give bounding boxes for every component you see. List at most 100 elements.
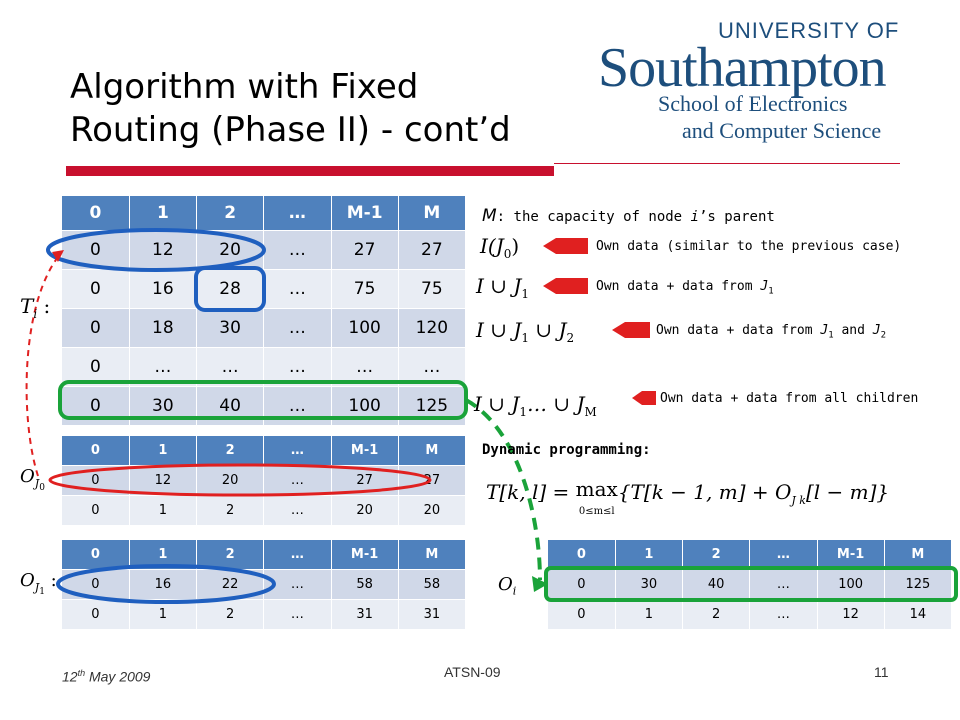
table-cell: 16: [129, 569, 198, 600]
header-cell: M: [398, 196, 467, 231]
table-cell: 27: [398, 230, 467, 270]
dp-subscript: J k: [791, 494, 806, 507]
ij0-text: I(J: [480, 234, 504, 258]
capacity-suffix: ’s parent: [698, 209, 775, 225]
header-cell: 2: [196, 196, 265, 231]
iuj1j2-expr: I ∪ J1 ∪ J2: [476, 318, 574, 345]
header-cell: 1: [615, 540, 684, 570]
red-arrowhead: [52, 250, 64, 262]
page-number: 11: [874, 664, 889, 680]
iuall-mid: … ∪ J: [527, 392, 585, 416]
green-box-last-row: [58, 380, 468, 420]
table-cell: 12: [817, 599, 885, 629]
header-cell: 0: [62, 540, 130, 570]
table-cell: 12: [129, 465, 198, 496]
ti-symbol: T: [20, 294, 34, 318]
header-cell: 2: [196, 540, 265, 570]
table-cell: 125: [884, 569, 953, 600]
table-cell: 0: [62, 269, 130, 309]
table-cell: 20: [196, 465, 265, 496]
title-underline-bar: [66, 166, 554, 176]
header-cell: M-1: [331, 196, 399, 231]
ti-label: Ti :: [20, 294, 50, 321]
oj0-label: OJ0: [20, 466, 45, 493]
table-header-row: 0 1 2 … M-1 M: [62, 436, 467, 466]
note-own-j1j2-sub1: 1: [828, 330, 834, 341]
table-cell: 0: [62, 230, 130, 270]
red-ellipse-oj0-row: [48, 463, 432, 497]
iuj1j2-sub1: 1: [521, 331, 530, 345]
table-cell: …: [263, 269, 332, 309]
table-row: 0 1 2 … 31 31: [62, 599, 467, 629]
dp-lhs: T[k, l] =: [486, 480, 576, 504]
header-cell: 1: [129, 196, 198, 231]
header-cell: 0: [62, 196, 130, 231]
note-own-j1j2-and: and: [833, 323, 873, 338]
dp-rhs: {T[k − 1, m] + O: [617, 480, 792, 504]
red-arrow-2: [543, 278, 588, 294]
table-cell: 120: [398, 308, 467, 348]
table-row: 0 16 28 … 75 75: [62, 269, 467, 309]
logo-line-3: School of Electronics: [658, 91, 848, 116]
table-cell: 0: [62, 308, 130, 348]
slide-title: Algorithm with Fixed Routing (Phase II) …: [70, 66, 590, 152]
table-cell: …: [749, 599, 818, 629]
red-dashed-arrow: [25, 251, 63, 477]
table-cell: 12: [129, 230, 198, 270]
note-own-j1j2-sym2: J: [872, 323, 881, 338]
iuj1-text: I ∪ J: [476, 274, 522, 298]
oj1-colon: :: [50, 570, 57, 591]
iuall-sub2: M: [584, 405, 597, 419]
table-cell: 20: [331, 495, 399, 525]
table-header-row: 0 1 2 … M-1 M: [548, 540, 953, 570]
note-own-j1j2-sub2: 2: [880, 330, 887, 341]
iuj1j2-mid: ∪ J: [529, 318, 567, 342]
university-logo: UNIVERSITY OF Southampton School of Elec…: [598, 18, 908, 148]
table-row: 0 1 2 … 12 14: [548, 599, 953, 629]
oj0-subscript: J: [34, 476, 40, 490]
note-own-j1j2: Own data + data from J1 and J2: [656, 323, 886, 341]
header-cell: …: [263, 436, 332, 466]
header-cell: M-1: [331, 540, 399, 570]
dp-max: max: [575, 477, 618, 501]
header-cell: M: [398, 436, 467, 466]
table-cell: 2: [196, 495, 265, 525]
table-cell: 2: [682, 599, 751, 629]
table-cell: 14: [884, 599, 953, 629]
table-cell: 0: [62, 495, 130, 525]
title-line-2: Routing (Phase II) - cont’d: [70, 110, 511, 150]
header-cell: M: [398, 540, 467, 570]
header-cell: …: [263, 540, 332, 570]
table-cell: …: [263, 599, 332, 629]
table-cell: 27: [331, 230, 399, 270]
iuall-text: I ∪ J: [474, 392, 520, 416]
ij0-expr: I(J0): [480, 234, 519, 261]
iuj1j2-text: I ∪ J: [476, 318, 522, 342]
logo-line-4: and Computer Science: [682, 118, 882, 143]
table-cell: 2: [196, 599, 265, 629]
oi-label: Oi: [498, 574, 516, 598]
table-cell: 1: [129, 495, 198, 525]
oi-subscript: i: [512, 584, 517, 598]
ti-subscript: i: [33, 307, 38, 321]
footer-date: 12th May 2009: [62, 668, 150, 685]
note-own-j1-text: Own data + data from: [596, 279, 761, 294]
table-cell: 1: [615, 599, 684, 629]
ij0-close: ): [511, 234, 520, 258]
table-cell: …: [749, 569, 818, 600]
footer-date-day: 12: [62, 668, 78, 685]
capacity-m: M: [482, 206, 497, 226]
table-row: 0 1 2 … 20 20: [62, 495, 467, 525]
logo-line-2: Southampton: [598, 37, 887, 99]
table-cell: 0: [62, 599, 130, 629]
oi-symbol: O: [498, 574, 513, 595]
header-cell: …: [263, 196, 332, 231]
dp-under: 0≤m≤l: [578, 506, 615, 517]
table-cell: …: [263, 230, 332, 270]
table-cell: …: [263, 569, 332, 600]
table-cell: 30: [615, 569, 684, 600]
note-own-j1-sub: 1: [768, 286, 774, 297]
green-box-oi-row: [544, 566, 958, 602]
header-cell: M-1: [817, 540, 885, 570]
oj0-symbol: O: [20, 466, 35, 487]
